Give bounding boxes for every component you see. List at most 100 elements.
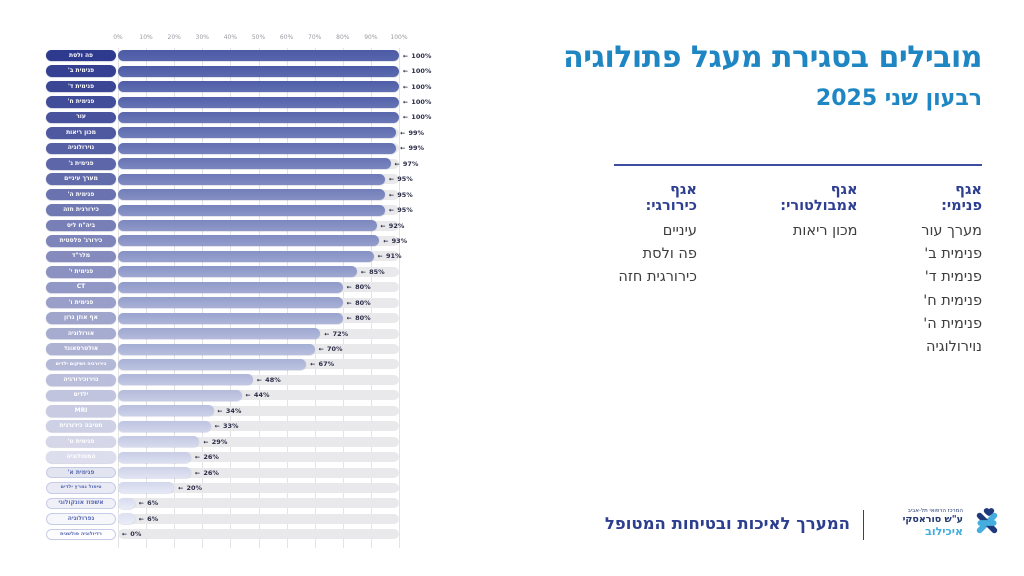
bar: [118, 220, 377, 232]
bar: [118, 266, 357, 278]
chart-row: ילדים ← 44%: [46, 388, 466, 403]
row-plot: ← 67%: [118, 358, 399, 370]
row-plot: ← 72%: [118, 328, 399, 340]
row-label-pill: טיפול נמרץ ילדים: [46, 482, 116, 494]
x-tick-label: 70%: [308, 34, 322, 41]
division-column-heading: אגף פנימי:: [941, 182, 982, 214]
value-arrow-icon: ←: [245, 392, 251, 400]
row-plot: ← 85%: [118, 266, 399, 278]
footer-divider: [862, 510, 864, 540]
value-arrow-icon: ←: [400, 145, 406, 153]
bar: [118, 436, 200, 448]
bar-value-label: ← 0%: [122, 530, 142, 539]
row-plot: ← 6%: [118, 513, 399, 525]
chart-row: פנימית ה' ← 95%: [46, 187, 466, 202]
bar-track: [118, 482, 399, 493]
page-title: מובילים בסגירת מעגל פתולוגיה: [563, 40, 982, 75]
bar-value-label: ← 100%: [403, 98, 432, 107]
division-column-item: פנימית ח': [923, 292, 982, 309]
row-plot: ← 80%: [118, 297, 399, 309]
bar: [118, 189, 385, 201]
value-arrow-icon: ←: [178, 484, 184, 492]
bar-value-label: ← 80%: [346, 314, 371, 323]
bar-value-label: ← 100%: [403, 51, 432, 60]
division-column-item: פנימית ב': [924, 246, 982, 263]
value-arrow-icon: ←: [394, 160, 400, 168]
chart-row: פנימית ב' ← 100%: [46, 63, 466, 78]
chart-rows: פה ולסת ← 100% פנימית ב' ← 100% פנימית ד' ← 1…: [46, 48, 466, 542]
bar: [118, 328, 321, 340]
value-arrow-icon: ←: [360, 268, 366, 276]
value-arrow-icon: ←: [195, 454, 201, 462]
division-column-heading: אגף כירורגי:: [645, 182, 697, 214]
bar: [118, 65, 399, 77]
row-label-pill: פנימית ט': [46, 435, 116, 448]
value-arrow-icon: ←: [380, 222, 386, 230]
value-arrow-icon: ←: [318, 346, 324, 354]
row-label-pill: כירורג' פלסטית: [46, 235, 116, 247]
chart-row: מערך עיניים ← 95%: [46, 172, 466, 187]
x-tick-label: 80%: [336, 34, 350, 41]
row-label-pill: מלר"ד: [46, 250, 116, 263]
row-label-pill: פנימית ה': [46, 188, 116, 201]
bar: [118, 250, 374, 262]
row-plot: ← 29%: [118, 436, 399, 448]
chart-row: פנימית א' ← 26%: [46, 465, 466, 480]
bar: [118, 142, 397, 154]
row-plot: ← 93%: [118, 235, 407, 247]
chart-row: פנימית ח' ← 100%: [46, 94, 466, 109]
bar: [118, 235, 380, 247]
division-columns: אגף פנימי: מערך עור פנימית ב' פנימית ד' פנימ…: [614, 182, 982, 359]
x-tick-label: 10%: [139, 34, 153, 41]
value-arrow-icon: ←: [214, 423, 220, 431]
bar-value-label: ← 29%: [203, 437, 228, 446]
chart-row: נוירוכירורגיה ← 48%: [46, 372, 466, 387]
row-plot: ← 91%: [118, 250, 402, 262]
bar: [118, 111, 399, 123]
pathology-closure-bar-chart: 0% 10% 20% 30% 40% 50% 60% 70% 80% 90% 100% פה ולס…: [46, 34, 466, 554]
bar: [118, 173, 385, 185]
bar-value-label: ← 48%: [256, 375, 281, 384]
row-plot: ← 97%: [118, 158, 418, 170]
bar-track: [118, 529, 399, 540]
row-label-pill: פנימית ב': [46, 65, 116, 77]
value-arrow-icon: ←: [346, 284, 352, 292]
bar: [118, 405, 214, 417]
bar: [118, 281, 343, 293]
bar-track: [118, 467, 399, 478]
row-plot: ← 99%: [118, 127, 424, 139]
bar: [118, 343, 315, 355]
hospital-logo-text: המרכז הרפואי תל-אביב ע"ש סוראסקי איכילוב: [903, 508, 963, 538]
bar: [118, 312, 343, 324]
row-label-pill: פנימית י': [46, 266, 116, 278]
chart-row: רדיולוגיה פולשנית ← 0%: [46, 527, 466, 542]
bar-value-label: ← 92%: [380, 221, 405, 230]
bar-track: [118, 513, 399, 524]
bar: [118, 482, 175, 494]
row-plot: ← 33%: [118, 420, 399, 432]
bar: [118, 420, 211, 432]
chart-row: פנימית ג' ← 97%: [46, 156, 466, 171]
bar-value-label: ← 95%: [388, 190, 413, 199]
row-plot: ← 80%: [118, 312, 399, 324]
division-column-item: מכון ריאות: [792, 223, 858, 239]
x-tick-label: 90%: [364, 34, 378, 41]
bar: [118, 96, 399, 108]
grid-line: [399, 48, 400, 548]
row-plot: ← 100%: [118, 96, 431, 108]
row-plot: ← 95%: [118, 189, 413, 201]
chart-row: מלר"ד ← 91%: [46, 249, 466, 264]
bar: [118, 513, 135, 525]
bar: [118, 451, 192, 463]
bar-value-label: ← 99%: [400, 128, 425, 137]
division-column-0: אגף פנימי: מערך עור פנימית ב' פנימית ד' פנימ…: [910, 182, 982, 359]
division-column-item: עיניים: [662, 223, 697, 239]
value-arrow-icon: ←: [346, 299, 352, 307]
bar-track: [118, 452, 399, 463]
row-label-pill: פנימית ג': [46, 158, 116, 170]
chart-row: חטיבה כירורגית ← 33%: [46, 419, 466, 434]
logo-line-2: ע"ש סוראסקי: [902, 514, 963, 525]
row-plot: ← 95%: [118, 173, 413, 185]
row-label-pill: נפרולוגיה: [46, 513, 116, 525]
bar-track: [118, 374, 399, 385]
